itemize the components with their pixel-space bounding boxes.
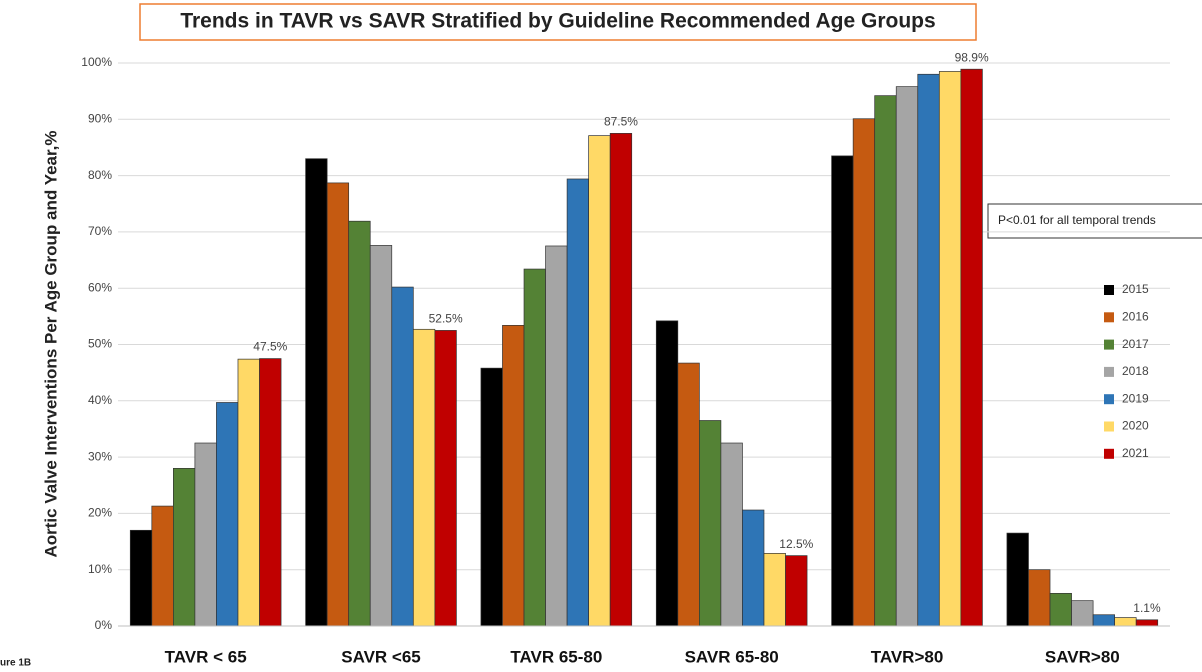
legend-swatch bbox=[1104, 339, 1114, 350]
y-tick-label: 30% bbox=[88, 449, 112, 463]
y-tick-label: 80% bbox=[88, 168, 112, 182]
x-tick-label: TAVR 65-80 bbox=[510, 647, 602, 666]
bar bbox=[588, 135, 611, 627]
bar bbox=[173, 468, 196, 627]
bar bbox=[194, 442, 217, 627]
data-label: 52.5% bbox=[429, 312, 463, 326]
bar bbox=[412, 328, 436, 627]
bar bbox=[720, 442, 743, 627]
bar bbox=[1049, 592, 1072, 627]
data-label: 1.1% bbox=[1133, 601, 1161, 615]
bar bbox=[348, 220, 371, 627]
figure-label: ure 1B bbox=[0, 658, 31, 669]
y-tick-label: 70% bbox=[88, 224, 112, 238]
y-tick-label: 60% bbox=[88, 280, 112, 294]
legend-swatch bbox=[1104, 285, 1114, 295]
bar bbox=[369, 245, 393, 627]
x-tick-label: SAVR 65-80 bbox=[685, 647, 779, 666]
title-box bbox=[139, 3, 977, 41]
bar bbox=[1114, 617, 1137, 627]
bar bbox=[326, 182, 350, 627]
bar bbox=[852, 118, 876, 627]
bar bbox=[151, 505, 174, 627]
legend-label: 2016 bbox=[1122, 309, 1149, 323]
legend-swatch bbox=[1104, 394, 1114, 405]
annotation: P<0.01 for all temporal trends bbox=[998, 213, 1156, 227]
bar bbox=[391, 286, 414, 627]
legend-label: 2019 bbox=[1122, 391, 1149, 405]
y-tick-label: 100% bbox=[81, 55, 112, 69]
chart-title: Trends in TAVR vs SAVR Stratified by Gui… bbox=[180, 10, 935, 33]
bar bbox=[895, 86, 919, 627]
y-tick-label: 0% bbox=[95, 618, 113, 632]
y-tick-label: 90% bbox=[88, 111, 112, 125]
legend-label: 2017 bbox=[1122, 337, 1149, 351]
bar bbox=[523, 268, 546, 627]
legend-label: 2020 bbox=[1122, 419, 1149, 433]
bar bbox=[1135, 619, 1159, 627]
bar bbox=[480, 367, 503, 627]
legend-label: 2018 bbox=[1122, 364, 1149, 378]
legend-label: 2021 bbox=[1122, 446, 1149, 460]
bar bbox=[1006, 532, 1029, 627]
bar bbox=[1092, 614, 1115, 627]
bar bbox=[655, 320, 679, 627]
x-tick-label: SAVR>80 bbox=[1045, 647, 1120, 666]
bar bbox=[216, 402, 239, 627]
bar bbox=[874, 95, 897, 627]
bar bbox=[677, 362, 700, 627]
y-tick-label: 50% bbox=[88, 337, 112, 351]
y-tick-label: 20% bbox=[88, 506, 112, 520]
data-label: 87.5% bbox=[604, 115, 638, 129]
bar bbox=[545, 245, 568, 627]
y-axis-label: Aortic Valve Interventions Per Age Group… bbox=[41, 130, 60, 557]
bar bbox=[434, 330, 457, 627]
bar bbox=[831, 155, 854, 627]
bar bbox=[938, 71, 962, 627]
legend-swatch bbox=[1104, 366, 1114, 377]
bar bbox=[129, 529, 153, 627]
legend-label: 2015 bbox=[1122, 282, 1149, 296]
data-label: 98.9% bbox=[955, 50, 989, 64]
bar bbox=[502, 325, 525, 627]
x-tick-label: TAVR>80 bbox=[871, 647, 944, 666]
bar bbox=[305, 158, 328, 627]
legend-swatch bbox=[1104, 421, 1114, 432]
x-tick-label: TAVR < 65 bbox=[165, 647, 247, 666]
legend-swatch bbox=[1104, 448, 1114, 459]
bar bbox=[237, 358, 260, 627]
bar bbox=[742, 509, 765, 627]
x-tick-label: SAVR <65 bbox=[341, 647, 421, 666]
bar bbox=[566, 178, 589, 627]
bar bbox=[785, 555, 808, 627]
legend-swatch bbox=[1104, 312, 1114, 323]
data-label: 12.5% bbox=[779, 537, 813, 551]
bar bbox=[1028, 569, 1051, 627]
bar bbox=[960, 68, 983, 627]
bar bbox=[699, 420, 722, 627]
y-tick-label: 40% bbox=[88, 393, 112, 407]
data-label: 47.5% bbox=[253, 340, 287, 354]
bar bbox=[259, 358, 282, 627]
bar bbox=[763, 553, 786, 627]
bar bbox=[609, 133, 633, 627]
bar bbox=[1071, 600, 1094, 627]
y-tick-label: 10% bbox=[88, 562, 112, 576]
bar bbox=[917, 73, 940, 627]
